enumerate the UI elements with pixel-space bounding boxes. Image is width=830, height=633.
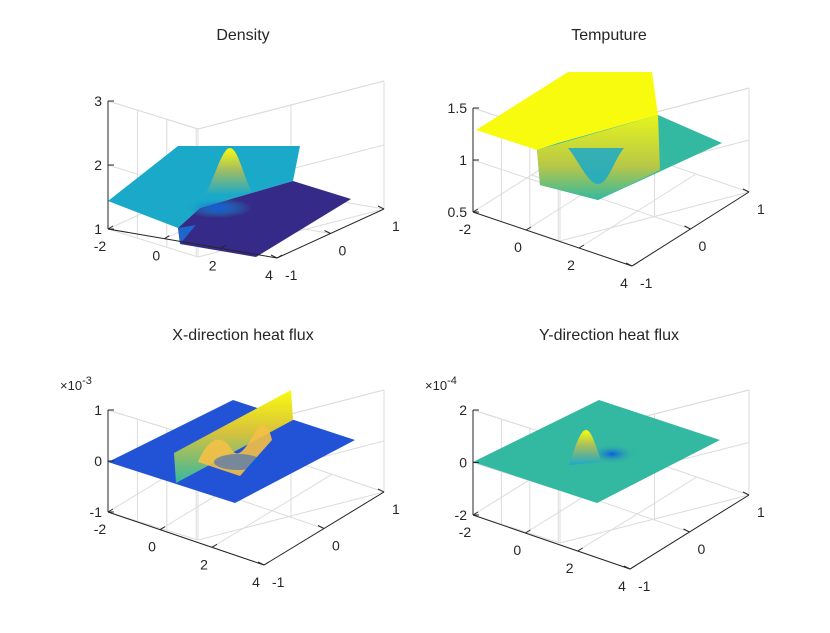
y-tick [317, 525, 325, 529]
x-tick [525, 226, 532, 231]
z-tick-label: 1 [459, 152, 467, 168]
surface-right-plateau [178, 181, 351, 257]
y-tick [683, 528, 690, 533]
x-tick-label: 2 [567, 257, 575, 273]
y-tick [257, 561, 265, 566]
y-tick [623, 565, 631, 570]
y-tick [742, 188, 750, 193]
x-tick [578, 244, 585, 249]
grid-line [107, 80, 385, 130]
x-tick-label: 4 [620, 275, 628, 291]
y-tick-label: 0 [332, 538, 340, 554]
x-tick [472, 511, 479, 516]
x-tick [107, 225, 114, 230]
x-tick [107, 508, 114, 513]
x-tick-label: -2 [459, 524, 472, 540]
x-axis [107, 228, 278, 259]
z-tick-label: 0 [94, 453, 102, 469]
y-tick [625, 262, 633, 267]
z-tick-label: 1 [94, 221, 102, 237]
x-tick-label: -2 [459, 221, 472, 237]
x-tick-label: 4 [265, 267, 273, 283]
x-tick-label: -2 [94, 521, 107, 537]
y-tick-label: 0 [698, 541, 706, 557]
x-heat-flux-panel: -1 0 1 -2 0 2 4 -1 0 1 X-direction heat flux ×10-3 [60, 327, 400, 590]
x-tick [631, 262, 638, 267]
x-axis [472, 211, 633, 267]
panel-title: Temputure [571, 27, 647, 44]
z-tick-label: 2 [459, 402, 467, 418]
x-tick-label: 4 [618, 578, 626, 594]
grid-line [472, 191, 750, 242]
exponent-label: ×10-3 [60, 375, 92, 393]
z-tick-label: 1 [94, 402, 102, 418]
surface-step [178, 225, 196, 244]
panel-title: Density [216, 27, 269, 44]
surface-ripple [184, 198, 252, 218]
x-tick-label: 0 [514, 239, 522, 255]
x-tick-label: 0 [152, 248, 160, 264]
y-tick [377, 205, 385, 210]
y-tick [270, 254, 278, 259]
density-panel: 1 2 3 -2 0 2 4 -1 0 1 Density [94, 27, 400, 283]
x-tick-label: 0 [513, 542, 521, 558]
y-tick-label: 1 [757, 201, 765, 217]
y-tick-label: 0 [699, 238, 707, 254]
surface-left-plateau [108, 146, 300, 228]
x-tick [263, 561, 270, 566]
grid-line [472, 494, 750, 544]
y-tick-label: -1 [640, 275, 653, 291]
surface-peak [205, 148, 252, 195]
grid-line [107, 491, 385, 541]
y-tick-label: -1 [285, 267, 298, 283]
x-tick [276, 254, 283, 259]
y-tick-label: 0 [339, 243, 347, 259]
panel-title: Y-direction heat flux [539, 327, 679, 344]
surface-ripple [214, 454, 262, 470]
y-tick-label: 1 [392, 501, 400, 517]
x-tick-label: -2 [94, 238, 107, 254]
x-tick [159, 526, 166, 531]
z-tick-label: 1.5 [448, 100, 468, 116]
surface-peak [569, 430, 602, 465]
z-tick-label: 2 [94, 157, 102, 173]
y-heat-flux-panel: -2 0 2 -2 0 2 4 -1 0 1 Y-direction heat flux ×10-4 [425, 327, 765, 594]
x-tick-label: 2 [209, 257, 217, 273]
x-tick-label: 4 [252, 574, 260, 590]
x-tick [577, 547, 583, 552]
y-tick [684, 225, 691, 230]
y-tick-label: 1 [392, 218, 400, 234]
x-tick [472, 208, 479, 213]
temperature-panel: 0.5 1 1.5 -2 0 2 4 -1 0 1 Temputure [448, 27, 765, 291]
x-tick-label: 0 [148, 539, 156, 555]
z-tick-label: -1 [90, 504, 103, 520]
x-tick-label: 2 [200, 556, 208, 572]
z-tick-label: 0.5 [448, 204, 468, 220]
x-tick [220, 244, 226, 249]
z-tick-label: 0 [459, 455, 467, 471]
grid-line [107, 208, 385, 258]
x-axis [472, 514, 631, 570]
x-tick [164, 235, 170, 240]
surface-dip [568, 148, 624, 184]
y-tick [742, 491, 750, 496]
x-tick [629, 565, 636, 570]
surface-high-plateau [476, 72, 658, 150]
y-tick-label: -1 [638, 578, 651, 594]
x-tick [211, 543, 218, 548]
x-tick [525, 529, 531, 534]
x-axis [107, 511, 265, 566]
exponent-label: ×10-4 [425, 375, 457, 393]
y-tick [377, 488, 385, 493]
y-tick-label: 1 [757, 504, 765, 520]
y-tick-label: -1 [272, 574, 285, 590]
y-tick [324, 230, 331, 234]
x-tick-label: 2 [566, 560, 574, 576]
z-tick-label: -2 [455, 507, 468, 523]
z-tick-label: 3 [94, 93, 102, 109]
panel-title: X-direction heat flux [172, 327, 313, 344]
